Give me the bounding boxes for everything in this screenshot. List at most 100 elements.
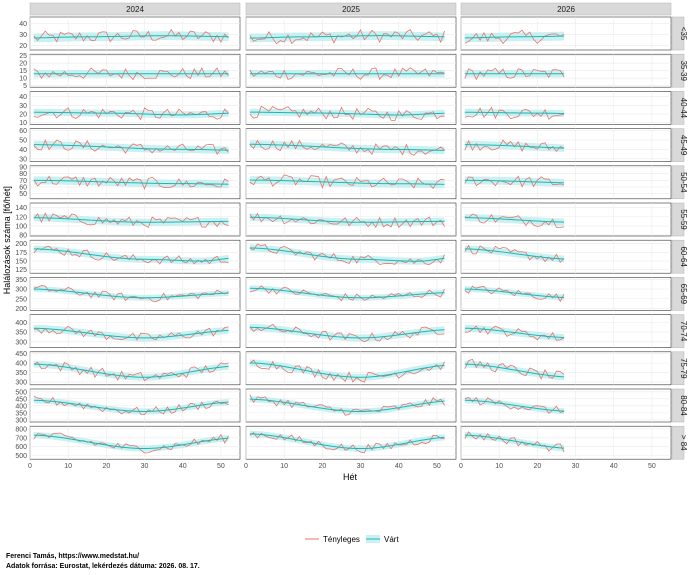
y-tick-label: 600 bbox=[15, 444, 27, 451]
actual-line bbox=[33, 28, 229, 43]
panel-2025-70-74 bbox=[245, 314, 457, 348]
row-strip-40-44 bbox=[671, 91, 685, 125]
expected-band bbox=[33, 397, 229, 415]
y-tick-label: 300 bbox=[15, 287, 27, 294]
row-label-> 84: > 84 bbox=[679, 435, 688, 451]
x-tick-label: 10 bbox=[280, 463, 288, 470]
y-tick-label: 30 bbox=[19, 156, 27, 163]
y-tick-label: 150 bbox=[15, 259, 27, 266]
actual-line bbox=[33, 245, 229, 265]
expected-line bbox=[249, 398, 445, 412]
y-tick-label: 25 bbox=[19, 53, 27, 60]
expected-band bbox=[33, 214, 229, 226]
panel-2026-60-64 bbox=[460, 239, 672, 274]
panel-2025-<35 bbox=[245, 16, 457, 51]
expected-line bbox=[33, 111, 229, 116]
row-strip-35-39 bbox=[671, 53, 685, 88]
panel-2024-75-79 bbox=[29, 351, 241, 386]
x-tick-label: 30 bbox=[357, 463, 365, 470]
expected-line bbox=[33, 179, 229, 185]
y-tick-label: 800 bbox=[15, 426, 27, 433]
y-tick-label: 40 bbox=[19, 94, 27, 101]
actual-line bbox=[33, 325, 229, 341]
y-tick-label: 450 bbox=[15, 396, 27, 403]
legend-label-expected: Várt bbox=[384, 535, 399, 544]
expected-line bbox=[249, 247, 445, 262]
panel-2026-35-39 bbox=[460, 53, 672, 88]
expected-line bbox=[249, 35, 445, 39]
panel-2025-55-59 bbox=[245, 202, 457, 237]
row-label-65-69: 65-69 bbox=[679, 284, 688, 305]
actual-line bbox=[464, 396, 565, 415]
expected-line bbox=[33, 144, 229, 151]
row-strip-50-54 bbox=[671, 165, 685, 200]
expected-band bbox=[249, 430, 445, 452]
row-label-35-39: 35-39 bbox=[679, 60, 688, 81]
y-tick-label: 120 bbox=[15, 214, 27, 221]
row-strip-<35 bbox=[671, 16, 685, 51]
panel-frame bbox=[460, 388, 672, 423]
y-tick-label: 125 bbox=[15, 267, 27, 274]
x-tick-label: 0 bbox=[28, 463, 32, 470]
actual-line bbox=[249, 105, 445, 122]
row-strip-60-64 bbox=[671, 239, 685, 274]
panel-2026-> 84 bbox=[460, 425, 672, 460]
y-tick-label: 350 bbox=[15, 330, 27, 337]
panel-2026-80-84 bbox=[460, 388, 672, 423]
expected-line bbox=[464, 327, 565, 339]
expected-band bbox=[249, 213, 445, 226]
y-tick-label: 400 bbox=[15, 361, 27, 368]
row-label-80-84: 80-84 bbox=[679, 395, 688, 416]
panel-2025-35-39 bbox=[245, 53, 457, 88]
x-tick-label: 40 bbox=[395, 463, 403, 470]
expected-band bbox=[33, 324, 229, 342]
expected-line bbox=[33, 363, 229, 378]
y-tick-label: 50 bbox=[19, 191, 27, 198]
panel-frame bbox=[460, 425, 672, 460]
row-strip-80-84 bbox=[671, 388, 685, 423]
panel-2025-40-44 bbox=[245, 91, 457, 125]
y-tick-label: 140 bbox=[15, 205, 27, 212]
panel-2026-50-54 bbox=[460, 165, 672, 200]
panel-2024-45-49 bbox=[29, 128, 241, 162]
row-label-<35: <35 bbox=[679, 27, 688, 41]
x-tick-label: 50 bbox=[217, 463, 225, 470]
row-label-40-44: 40-44 bbox=[679, 98, 688, 119]
y-axis-title: Halálozások száma [fő/hét] bbox=[2, 186, 12, 294]
y-tick-label: 5 bbox=[23, 83, 27, 90]
panel-2026-40-44 bbox=[460, 91, 672, 125]
y-tick-label: 60 bbox=[19, 184, 27, 191]
expected-line bbox=[464, 434, 565, 449]
actual-line bbox=[33, 139, 229, 156]
expected-line bbox=[249, 179, 445, 185]
column-strip-2025 bbox=[245, 2, 457, 16]
y-tick-label: 300 bbox=[15, 379, 27, 386]
expected-line bbox=[33, 217, 229, 223]
y-tick-label: 300 bbox=[15, 417, 27, 424]
y-tick-label: 300 bbox=[15, 339, 27, 346]
actual-line bbox=[249, 323, 445, 343]
expected-line bbox=[464, 248, 565, 260]
y-tick-label: 60 bbox=[19, 128, 27, 135]
column-strip-2024 bbox=[29, 2, 241, 16]
actual-line bbox=[33, 285, 229, 302]
actual-line bbox=[464, 213, 565, 228]
column-strip-2026 bbox=[460, 2, 672, 16]
expected-line bbox=[249, 143, 445, 151]
row-strip-65-69 bbox=[671, 277, 685, 311]
x-tick-label: 50 bbox=[648, 463, 656, 470]
actual-line bbox=[464, 285, 565, 303]
caption-source: Adatok forrása: Eurostat, lekérdezés dát… bbox=[6, 563, 200, 570]
expected-band bbox=[33, 245, 229, 265]
x-tick-label: 0 bbox=[244, 463, 248, 470]
y-tick-label: 350 bbox=[15, 277, 27, 284]
panel-2026-45-49 bbox=[460, 128, 672, 162]
y-tick-label: 40 bbox=[19, 147, 27, 154]
y-tick-label: 250 bbox=[15, 296, 27, 303]
row-strip-55-59 bbox=[671, 202, 685, 237]
expected-band bbox=[249, 323, 445, 342]
expected-line bbox=[33, 288, 229, 299]
y-tick-label: 80 bbox=[19, 233, 27, 240]
row-strip-45-49 bbox=[671, 128, 685, 162]
